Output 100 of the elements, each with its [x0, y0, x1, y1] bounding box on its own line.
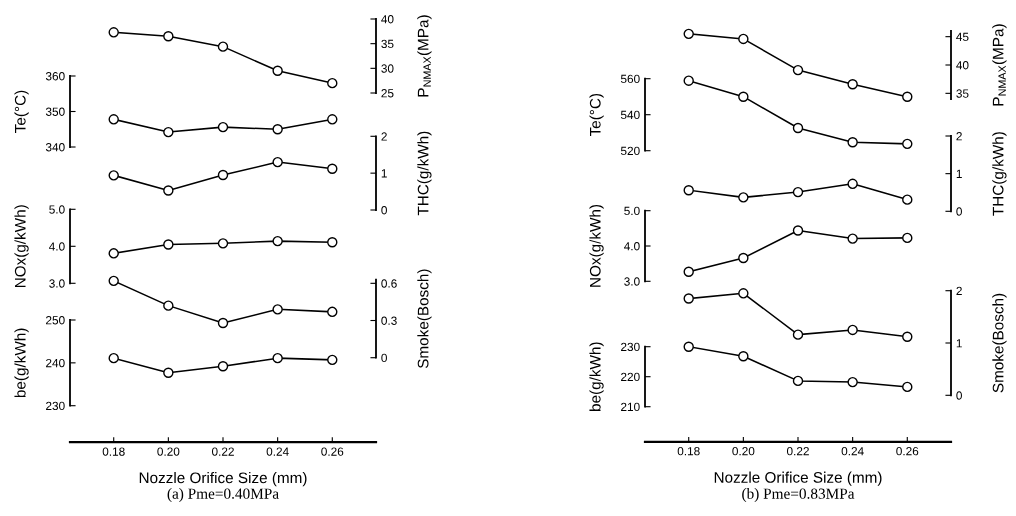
point	[108, 352, 119, 364]
point	[847, 137, 858, 148]
point	[108, 27, 119, 38]
y2-tick-label: 0	[956, 207, 962, 216]
point	[683, 185, 694, 196]
point	[108, 248, 119, 259]
y-tick-label: 210	[621, 402, 640, 412]
x-axis-title: Nozzle Orifice Size (mm)	[139, 471, 307, 487]
y2-tick-label: 35	[956, 89, 969, 98]
y2-tick-label: 0.3	[381, 316, 397, 325]
y-tick-label: 230	[621, 342, 640, 352]
y2-tick-label: 1	[381, 169, 387, 178]
point	[272, 65, 283, 77]
point	[847, 324, 858, 336]
y-tick-label: 540	[620, 110, 640, 120]
point	[902, 381, 913, 393]
point	[163, 367, 174, 378]
point	[327, 77, 338, 89]
point	[108, 170, 119, 181]
y-tick-label: 4.0	[624, 242, 640, 251]
x-tick-label: 0.22	[211, 447, 234, 456]
y-axis-title: be(g/kWh)	[14, 328, 29, 398]
point	[683, 75, 694, 86]
point	[792, 225, 804, 236]
y2-tick-label: 1	[956, 339, 962, 348]
point	[683, 28, 694, 40]
x-tick-label: 0.18	[102, 447, 125, 456]
y-tick-label: 230	[46, 401, 65, 411]
x-tick-label: 0.24	[841, 447, 864, 456]
y2-tick-label: 45	[956, 32, 969, 42]
y-tick-label: 360	[45, 72, 65, 81]
point	[163, 126, 174, 138]
point	[163, 300, 174, 311]
y2-axis-title: Smoke(Bosch)	[992, 293, 1007, 393]
point	[163, 185, 174, 196]
y2-axis-title: P$_{NMAX}$(MPa)	[417, 15, 432, 97]
point	[847, 178, 858, 190]
x-tick-label: 0.24	[266, 447, 289, 456]
y2-tick-label: 1	[956, 169, 962, 178]
y2-axis-title: THC(g/kWh)	[992, 132, 1007, 216]
point	[217, 169, 229, 181]
point	[738, 288, 749, 299]
point	[217, 121, 229, 133]
point	[902, 138, 913, 150]
x-tick-label: 0.20	[157, 447, 180, 456]
y2-tick-label: 35	[381, 39, 394, 49]
y2-axis-title: P$_{NMAX}$(MPa)	[992, 24, 1007, 106]
point	[272, 156, 283, 168]
y-axis-title: Te(°C)	[589, 93, 604, 137]
y-tick-label: 3.0	[624, 277, 640, 286]
y-tick-label: 250	[46, 316, 65, 325]
y2-tick-label: 25	[381, 89, 394, 98]
point	[738, 252, 749, 264]
point	[327, 114, 338, 125]
point	[217, 238, 229, 249]
point	[217, 41, 229, 52]
point	[792, 329, 804, 340]
y2-tick-label: 2	[381, 132, 387, 141]
text: (b) Pme=0.83MPa	[742, 488, 855, 502]
point	[792, 186, 804, 198]
point	[738, 351, 749, 362]
point	[108, 114, 119, 125]
y2-axis-title: Smoke(Bosch)	[417, 269, 432, 369]
point	[327, 163, 338, 174]
y-tick-label: 560	[620, 74, 640, 84]
y-tick-label: 350	[45, 107, 65, 116]
y-axis-title: NOx(g/kWh)	[14, 205, 29, 288]
point	[163, 239, 174, 250]
y-tick-label: 340	[45, 143, 65, 152]
point	[683, 341, 694, 352]
point	[272, 235, 283, 247]
y2-tick-label: 0	[956, 391, 962, 400]
point	[683, 293, 694, 304]
point	[683, 266, 694, 277]
point	[847, 376, 858, 388]
y2-axis-title: THC(g/kWh)	[417, 131, 432, 216]
x-tick-label: 0.20	[732, 447, 755, 456]
point	[163, 31, 174, 42]
point	[902, 232, 913, 244]
point	[108, 275, 119, 287]
y2-tick-label: 2	[956, 286, 962, 295]
point	[738, 91, 749, 102]
y-axis-title: Te(°C)	[14, 90, 29, 133]
y-tick-label: 3.0	[49, 279, 65, 288]
y2-tick-label: 0	[381, 206, 387, 215]
y2-tick-label: 40	[956, 61, 969, 70]
x-tick-label: 0.26	[321, 447, 344, 456]
point	[792, 122, 804, 134]
y2-tick-label: 2	[956, 132, 962, 141]
point	[792, 64, 804, 76]
y2-tick-label: 40	[381, 15, 394, 24]
y-axis-title: be(g/kWh)	[589, 342, 604, 411]
y-tick-label: 5.0	[49, 205, 65, 214]
point	[847, 79, 858, 90]
point	[902, 194, 913, 205]
y-tick-label: 220	[621, 372, 640, 382]
point	[902, 91, 913, 102]
x-axis-title: Nozzle Orifice Size (mm)	[714, 471, 882, 486]
point	[738, 33, 749, 45]
point	[738, 192, 749, 203]
